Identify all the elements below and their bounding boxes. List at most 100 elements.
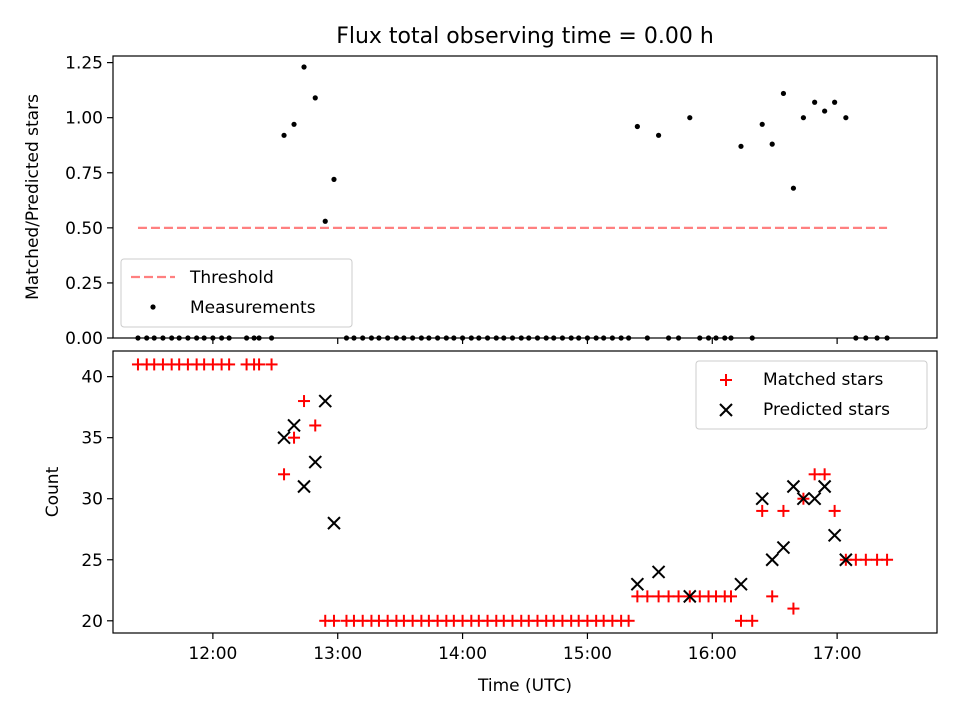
measurement-point — [468, 335, 474, 341]
predicted-legend-label: Predicted stars — [763, 400, 890, 420]
predicted-star-point — [776, 540, 791, 555]
predicted-star-point — [807, 492, 822, 506]
predicted-star-point — [786, 479, 801, 494]
predicted-star-point — [308, 455, 322, 469]
measurement-point — [268, 335, 275, 341]
measurement-point — [451, 335, 457, 341]
matched-star-point — [766, 590, 779, 603]
measurement-point — [618, 335, 624, 341]
matched-legend-marker — [720, 374, 732, 386]
measurement-point — [151, 335, 157, 341]
measurement-point — [219, 335, 225, 341]
measurement-point — [169, 335, 175, 341]
measurement-point — [201, 335, 207, 341]
ratio-y-tick-label: 0.75 — [65, 164, 103, 184]
measurement-point — [322, 218, 328, 224]
measurement-point — [800, 115, 807, 121]
matched-legend-label: Matched stars — [763, 370, 883, 390]
measurement-point — [526, 335, 532, 341]
predicted-star-point-b — [817, 479, 832, 494]
predicted-star-point-b — [796, 492, 811, 506]
measurement-point — [301, 64, 307, 70]
measurement-point — [385, 335, 391, 341]
count-panel: 20 25 30 35 40 12:00 13:00 14:00 15:00 16:00 17:0… — [43, 350, 938, 696]
chart-title: Flux total observing time = 0.00 h — [336, 24, 714, 49]
measurement-point — [769, 141, 775, 147]
ratio-legend: Threshold Measurements — [120, 258, 353, 328]
measurement-point — [713, 335, 719, 341]
predicted-star-point — [651, 565, 666, 579]
measurement-point — [551, 335, 557, 341]
matched-star-point — [734, 614, 747, 627]
measurement-point — [843, 115, 849, 121]
predicted-star-point — [839, 553, 853, 567]
measurement-point — [476, 335, 482, 341]
measurement-point — [543, 335, 549, 341]
count-x-tick-label: 15:00 — [563, 644, 612, 664]
matched-star-point — [787, 602, 800, 615]
predicted-legend-marker — [719, 403, 733, 417]
measurement-point — [790, 185, 797, 191]
predicted-legend-marker-b — [719, 403, 733, 417]
measurement-point — [331, 176, 337, 182]
count-legend: Matched stars Predicted stars — [695, 360, 928, 430]
matched-star-point — [818, 468, 831, 481]
measurement-point — [501, 335, 507, 341]
measurement-point — [393, 335, 400, 341]
measurement-point — [281, 132, 287, 138]
measurement-point — [484, 335, 491, 341]
predicted-star-point — [297, 479, 311, 494]
measurements-legend-label: Measurements — [190, 298, 316, 318]
count-x-tick-label: 14:00 — [438, 644, 487, 664]
measurement-point — [534, 335, 541, 341]
matched-star-point — [859, 553, 872, 566]
ratio-panel: 0.00 0.25 0.50 0.75 1.00 1.25 Matched/Predict… — [23, 54, 938, 349]
matched-star-point — [756, 504, 769, 517]
measurement-point — [226, 335, 232, 341]
matched-star-point — [725, 590, 737, 603]
measurement-point — [568, 335, 574, 341]
predicted-star-point-b — [308, 455, 322, 469]
predicted-star-point-b — [327, 516, 341, 530]
count-x-tick-label: 16:00 — [688, 644, 737, 664]
predicted-star-point — [755, 492, 769, 506]
matched-star-point — [253, 358, 266, 371]
predicted-star-point-b — [287, 418, 301, 433]
measurement-point — [256, 335, 262, 341]
measurement-point — [194, 335, 200, 341]
measurement-point — [243, 335, 250, 341]
ratio-y-tick-label: 0.50 — [65, 219, 103, 239]
predicted-star-point — [327, 516, 341, 530]
predicted-star-point — [277, 430, 291, 445]
matched-star-point — [223, 358, 236, 371]
measurement-point — [722, 335, 728, 341]
measurement-point — [351, 335, 357, 341]
measurement-point — [426, 335, 432, 341]
matched-star-point — [672, 590, 685, 603]
count-y-axis-label: Count — [43, 466, 63, 517]
measurement-point — [518, 335, 524, 341]
measurement-point — [863, 335, 869, 341]
measurement-point — [593, 335, 599, 341]
measurement-point — [644, 335, 650, 341]
measurement-point — [509, 335, 516, 341]
predicted-star-point-b — [807, 492, 822, 506]
predicted-star-point-b — [734, 577, 748, 591]
predicted-star-point-b — [651, 565, 666, 579]
measurement-point — [780, 90, 787, 97]
ratio-y-tick-label: 0.00 — [65, 329, 103, 349]
measurement-point — [368, 335, 375, 341]
measurement-point — [443, 335, 449, 341]
measurement-point — [135, 335, 141, 341]
measurement-point — [697, 335, 703, 341]
predicted-star-point — [827, 528, 842, 543]
measurement-point — [401, 335, 407, 341]
measurement-point — [853, 335, 859, 341]
count-y-tick-label: 40 — [81, 368, 103, 388]
measurement-point — [251, 335, 257, 341]
measurement-point — [626, 335, 632, 341]
predicted-star-point-b — [827, 528, 842, 543]
measurement-point — [705, 335, 712, 341]
matched-star-point — [746, 614, 759, 627]
